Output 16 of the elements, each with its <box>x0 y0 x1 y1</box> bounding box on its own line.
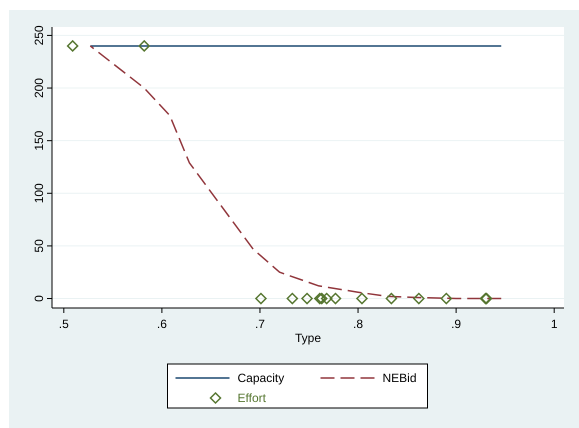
legend-label: NEBid <box>382 371 417 385</box>
y-tick-label: 150 <box>32 130 46 151</box>
y-tick-label: 200 <box>32 78 46 98</box>
x-axis-title: Type <box>294 331 322 345</box>
x-tick-label: .8 <box>353 317 364 331</box>
x-tick-label: 1 <box>550 317 558 331</box>
y-tick-label: 0 <box>32 294 46 302</box>
x-tick-label: .5 <box>58 317 70 331</box>
y-tick-label: 100 <box>32 182 46 204</box>
x-tick-label: .6 <box>156 317 168 331</box>
x-tick-label: .9 <box>451 317 462 331</box>
legend-label: Capacity <box>238 371 284 385</box>
y-tick-label: 50 <box>32 238 46 253</box>
x-tick-label: .7 <box>254 317 266 331</box>
y-tick-label: 250 <box>32 25 46 46</box>
legend-label: Effort <box>238 391 267 405</box>
